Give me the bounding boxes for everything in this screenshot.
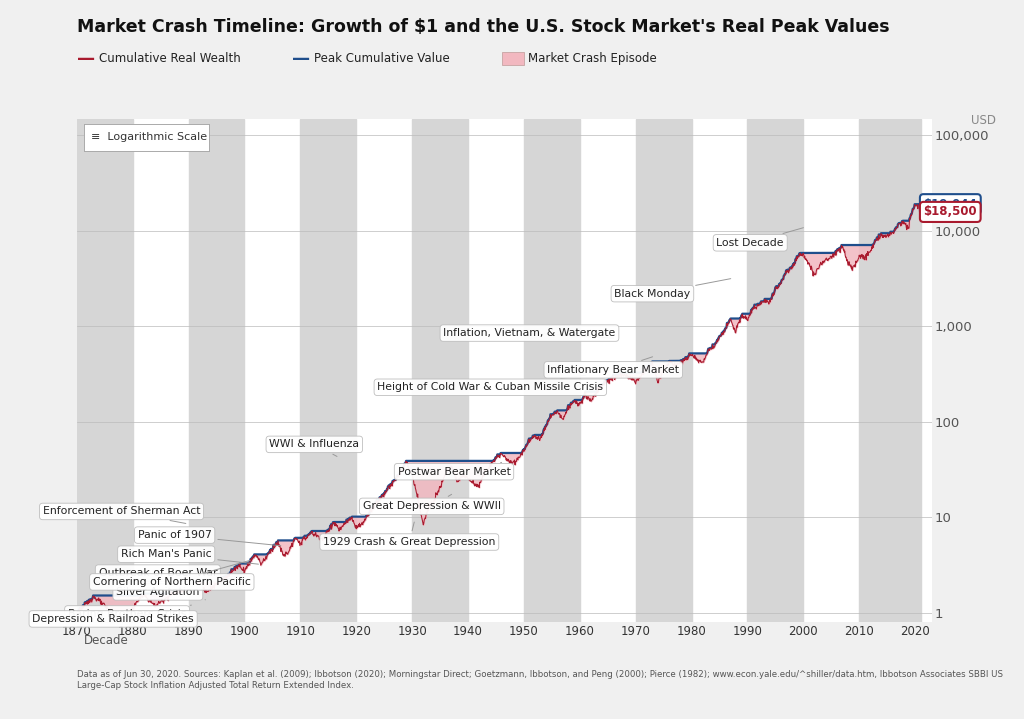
Text: Inflation, Vietnam, & Watergate: Inflation, Vietnam, & Watergate	[443, 328, 615, 338]
Text: Silver Agitation: Silver Agitation	[116, 587, 206, 600]
Bar	[77, 119, 133, 622]
Text: Decade: Decade	[84, 634, 129, 647]
Text: Outbreak of Boer War: Outbreak of Boer War	[98, 568, 237, 582]
Text: Postwar Bear Market: Postwar Bear Market	[397, 462, 510, 477]
Bar	[412, 119, 468, 622]
Text: Black Monday: Black Monday	[614, 279, 731, 298]
Text: Lost Decade: Lost Decade	[717, 228, 804, 248]
Text: Cumulative Real Wealth: Cumulative Real Wealth	[99, 52, 241, 65]
Text: 1929 Crash & Great Depression: 1929 Crash & Great Depression	[324, 522, 496, 547]
Text: Inflationary Bear Market: Inflationary Bear Market	[547, 357, 679, 375]
Text: Rich Man's Panic: Rich Man's Panic	[121, 549, 258, 564]
Text: ≡  Logarithmic Scale: ≡ Logarithmic Scale	[91, 132, 208, 142]
Text: USD: USD	[971, 114, 996, 127]
Text: Panic of 1907: Panic of 1907	[137, 530, 281, 546]
Text: Great Depression & WWII: Great Depression & WWII	[362, 494, 501, 511]
Text: Data as of Jun 30, 2020. Sources: Kaplan et al. (2009); Ibbotson (2020); Morning: Data as of Jun 30, 2020. Sources: Kaplan…	[77, 670, 1002, 690]
Bar	[859, 119, 921, 622]
Text: —: —	[77, 50, 95, 68]
Text: —: —	[292, 50, 310, 68]
Text: Cornering of Northern Pacific: Cornering of Northern Pacific	[93, 560, 251, 587]
Text: $18,500: $18,500	[924, 206, 977, 219]
Text: Height of Cold War & Cuban Missile Crisis: Height of Cold War & Cuban Missile Crisi…	[378, 375, 603, 393]
Bar	[748, 119, 803, 622]
Text: Market Crash Timeline: Growth of $1 and the U.S. Stock Market's Real Peak Values: Market Crash Timeline: Growth of $1 and …	[77, 18, 890, 36]
Bar	[188, 119, 245, 622]
Text: Enforcement of Sherman Act: Enforcement of Sherman Act	[43, 506, 201, 523]
Bar	[524, 119, 580, 622]
Text: Depression & Railroad Strikes: Depression & Railroad Strikes	[33, 614, 194, 624]
Bar	[636, 119, 691, 622]
Text: Peak Cumulative Value: Peak Cumulative Value	[314, 52, 451, 65]
Bar	[300, 119, 356, 622]
Text: $19,044: $19,044	[924, 198, 977, 211]
Text: Baring Brothers Crisis: Baring Brothers Crisis	[68, 605, 191, 619]
Text: Market Crash Episode: Market Crash Episode	[528, 52, 657, 65]
Text: WWI & Influenza: WWI & Influenza	[269, 439, 359, 457]
